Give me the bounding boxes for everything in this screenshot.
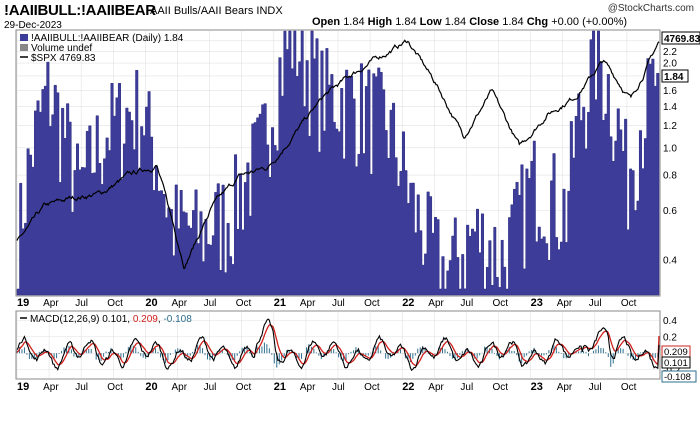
x-tick-label: Oct <box>364 298 380 309</box>
macd-x-tick-label: Apr <box>557 382 573 393</box>
x-tick-label: Jul <box>460 298 473 309</box>
macd-x-tick-label: 22 <box>402 381 414 393</box>
macd-legend-macd: 0.101 <box>102 314 127 325</box>
ratio-price-tag: 1.84 <box>661 69 689 83</box>
macd-x-tick-label: Oct <box>493 382 509 393</box>
x-tick-label: Oct <box>236 298 252 309</box>
chart-date: 29-Dec-2023 <box>4 20 62 31</box>
spx-price-tag: 4769.83 <box>661 31 700 45</box>
y-tick-label: 0.8 <box>663 171 677 182</box>
macd-x-tick-label: Oct <box>364 382 380 393</box>
macd-x-tick-label: 20 <box>145 381 157 393</box>
x-tick-label: 19 <box>17 297 29 309</box>
chart-title: !AAIIBULL:!AAIIBEAR <box>4 2 156 19</box>
ratio-legend-label: !AAIIBULL:!AAIIBEAR (Daily) 1.84 <box>31 33 184 44</box>
ohlc-readout: Open 1.84 High 1.84 Low 1.84 Close 1.84 … <box>312 16 628 28</box>
y-tick-label: 1.6 <box>663 86 677 97</box>
stockcharts-watermark: @StockCharts.com <box>607 3 694 14</box>
svg-text:0.101: 0.101 <box>664 358 688 369</box>
x-tick-label: Apr <box>172 298 188 309</box>
volume-legend-swatch <box>20 44 28 51</box>
x-tick-label: Oct <box>621 298 637 309</box>
x-tick-label: Oct <box>493 298 509 309</box>
svg-text:4769.83: 4769.83 <box>664 34 700 45</box>
x-tick-label: Apr <box>43 298 59 309</box>
macd-grid <box>16 312 659 378</box>
macd-x-tick-label: Apr <box>172 382 188 393</box>
x-tick-label: 23 <box>531 297 543 309</box>
y-tick-label: 2.2 <box>663 47 677 58</box>
macd-x-tick-label: Oct <box>107 382 123 393</box>
spx-line <box>16 39 660 270</box>
macd-x-tick-label: Jul <box>589 382 602 393</box>
svg-text:1.84: 1.84 <box>664 72 684 83</box>
macd-value-tag: 0.101 <box>661 356 691 369</box>
x-tick-label: Jul <box>332 298 345 309</box>
macd-x-tick-label: Apr <box>428 382 444 393</box>
x-tick-label: Jul <box>204 298 217 309</box>
svg-text:MACD(12,26,9) 0.101,: MACD(12,26,9) 0.101, 0.209, -0.108 <box>30 314 192 325</box>
macd-x-tick-label: Apr <box>43 382 59 393</box>
macd-line <box>16 318 660 372</box>
x-tick-label: 21 <box>274 297 286 309</box>
ratio-area <box>16 30 660 296</box>
macd-x-tick-label: 19 <box>17 381 29 393</box>
y-tick-label: 2.0 <box>663 59 677 70</box>
x-tick-label: Jul <box>75 298 88 309</box>
main-x-axis: 19 Apr Jul Oct 20 Apr Jul Oct 21 Apr Jul Oct 22 Apr Ju… <box>17 297 637 309</box>
macd-legend-hist: -0.108 <box>163 314 192 325</box>
chart-subtitle: AAII Bulls/AAII Bears INDX <box>150 5 283 17</box>
macd-legend-prefix: MACD(12,26,9) <box>30 314 99 325</box>
macd-x-tick-label: Apr <box>300 382 316 393</box>
y-tick-label: 1.2 <box>663 121 677 132</box>
spx-legend-label: $SPX 4769.83 <box>31 53 96 64</box>
x-tick-label: Apr <box>557 298 573 309</box>
macd-x-axis: 19 Apr Jul Oct 20 Apr Jul Oct 21 Apr Jul Oct 22 Apr Ju… <box>17 381 637 393</box>
macd-signal-tag: 0.209 <box>661 345 691 358</box>
macd-x-tick-label: Jul <box>332 382 345 393</box>
macd-legend-signal: 0.209 <box>133 314 158 325</box>
macd-x-tick-label: Jul <box>460 382 473 393</box>
x-tick-label: Apr <box>428 298 444 309</box>
svg-text:-0.108: -0.108 <box>664 372 691 383</box>
x-tick-label: 22 <box>402 297 414 309</box>
y-tick-label: 1.0 <box>663 143 677 154</box>
macd-x-tick-label: Jul <box>75 382 88 393</box>
y-tick-label: 1.4 <box>663 102 677 113</box>
ratio-legend-swatch <box>20 34 28 41</box>
x-tick-label: Oct <box>107 298 123 309</box>
main-panel-frame <box>15 29 661 297</box>
macd-panel-frame <box>15 310 661 380</box>
macd-x-tick-label: 23 <box>531 381 543 393</box>
y-tick-label: 0.6 <box>663 206 677 217</box>
y-tick-label: 0.4 <box>663 255 677 266</box>
x-tick-label: Jul <box>589 298 602 309</box>
x-tick-label: Apr <box>300 298 316 309</box>
macd-y-tick-label: 0.4 <box>663 316 677 327</box>
macd-legend: MACD(12,26,9) 0.101, 0.209, -0.108 <box>20 314 192 325</box>
macd-hist-tag: -0.108 <box>661 370 697 383</box>
svg-text:0.209: 0.209 <box>664 347 688 358</box>
macd-signal-line <box>16 324 660 367</box>
main-grid <box>16 31 659 295</box>
x-tick-label: 20 <box>145 297 157 309</box>
macd-x-tick-label: 21 <box>274 381 286 393</box>
volume-legend-label: Volume undef <box>31 43 92 54</box>
main-legend: !AAIIBULL:!AAIIBEAR (Daily) 1.84 Volume … <box>20 33 184 64</box>
macd-y-tick-label: 0.2 <box>663 332 677 343</box>
macd-x-tick-label: Jul <box>204 382 217 393</box>
macd-x-tick-label: Oct <box>236 382 252 393</box>
macd-x-tick-label: Oct <box>621 382 637 393</box>
